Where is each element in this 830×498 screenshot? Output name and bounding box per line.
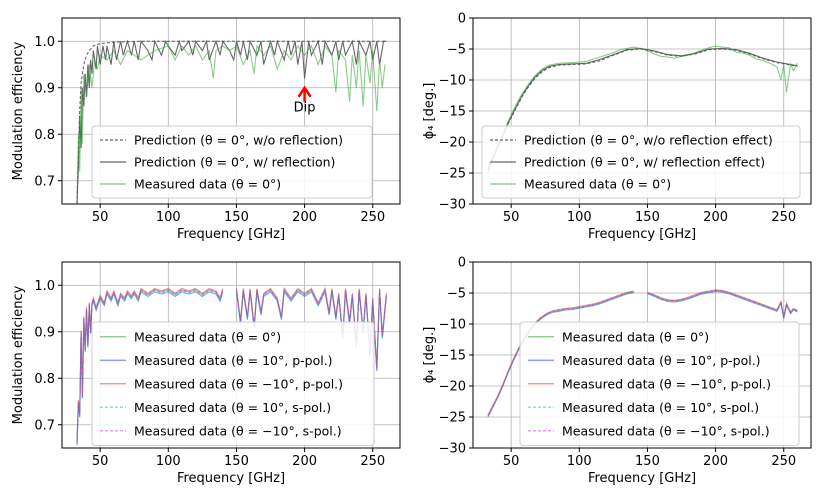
y-tick-label: −15 (439, 349, 466, 364)
legend-box (91, 321, 375, 446)
y-tick-label: 0 (458, 12, 466, 27)
x-tick-label: 250 (771, 210, 796, 225)
legend-entry: Measured data (θ = −10°, p-pol.) (134, 376, 343, 391)
y-tick-label: −25 (439, 167, 466, 182)
legend-box (481, 125, 801, 199)
legend-entry: Measured data (θ = 0°) (134, 177, 281, 192)
series-lines (487, 289, 798, 417)
legend-entry: Prediction (θ = 0°, w/ reflection effect… (524, 155, 765, 170)
x-tick-label: 250 (771, 454, 796, 469)
plot-frame (61, 261, 401, 449)
legend: Measured data (θ = 0°) Measured data (θ =… (91, 321, 375, 446)
y-tick-label: −5 (447, 287, 466, 302)
y-tick-label: 0.9 (34, 81, 55, 96)
y-tick-label: 0.9 (34, 325, 55, 340)
y-tick-label: −25 (439, 411, 466, 426)
x-tick-label: 50 (503, 210, 520, 225)
y-tick-label: 0 (458, 256, 466, 271)
series-line-4 (487, 290, 798, 417)
legend-entry: Prediction (θ = 0°, w/ reflection) (134, 155, 335, 170)
x-tick-label: 200 (703, 210, 728, 225)
series-lines (487, 45, 798, 173)
y-tick-label: −20 (439, 136, 466, 151)
y-axis-label: Modulation efficiency (11, 285, 26, 424)
y-axis-label: Modulation efficiency (11, 41, 26, 180)
y-tick-label: 0.8 (34, 128, 55, 143)
legend-entry: Measured data (θ = 0°) (524, 177, 671, 192)
x-tick-label: 250 (360, 454, 385, 469)
chart-panel-2: 50 100 150 200 250 −30 −25 −20 −15 −10 −5 0 Frequenc… (422, 12, 812, 242)
series-line-5 (487, 289, 798, 416)
x-tick-label: 100 (567, 210, 592, 225)
y-tick-label: 0.7 (34, 174, 55, 189)
plot-frame (61, 17, 401, 205)
x-axis-label: Frequency [GHz] (588, 471, 696, 486)
y-tick-label: −15 (439, 105, 466, 120)
legend-entry: Measured data (θ = 10°, s-pol.) (134, 400, 331, 415)
x-tick-label: 150 (224, 210, 249, 225)
x-tick-label: 200 (292, 210, 317, 225)
y-tick-label: −30 (439, 198, 466, 213)
x-tick-label: 150 (224, 454, 249, 469)
x-tick-label: 200 (703, 454, 728, 469)
legend-entry: Measured data (θ = −10°, p-pol.) (562, 376, 771, 391)
x-axis-label: Frequency [GHz] (177, 471, 285, 486)
y-tick-label: −30 (439, 442, 466, 457)
legend-entry: Prediction (θ = 0°, w/o reflection effec… (524, 133, 773, 148)
legend-entry: Measured data (θ = 10°, s-pol.) (562, 400, 759, 415)
legend-entry: Measured data (θ = 0°) (134, 329, 281, 344)
chart-panel-3: 50 100 150 200 250 0.7 0.8 0.9 1.0 Frequency [GHz… (11, 261, 401, 486)
legend-entry: Measured data (θ = 10°, p-pol.) (134, 353, 333, 368)
series-line-5 (76, 287, 387, 443)
x-axis-label: Frequency [GHz] (588, 227, 696, 242)
dip-arrow-head (297, 85, 312, 98)
x-tick-label: 100 (156, 454, 181, 469)
x-tick-label: 150 (635, 454, 660, 469)
y-tick-label: −10 (439, 318, 466, 333)
legend-entry: Prediction (θ = 0°, w/o reflection) (134, 133, 343, 148)
legend-entry: Measured data (θ = −10°, s-pol.) (562, 423, 770, 438)
series-line-3 (487, 45, 798, 173)
x-tick-label: 200 (292, 454, 317, 469)
legend: Measured data (θ = 0°) Measured data (θ =… (519, 321, 800, 446)
x-tick-label: 50 (92, 210, 109, 225)
y-tick-label: −20 (439, 380, 466, 395)
x-tick-label: 50 (92, 454, 109, 469)
y-tick-label: 1.0 (34, 279, 55, 294)
dip-label: Dip (294, 101, 316, 116)
x-tick-label: 50 (503, 454, 520, 469)
series-line-1 (487, 48, 798, 171)
series-lines (76, 39, 387, 204)
series-line-2 (487, 47, 798, 169)
x-tick-label: 100 (567, 454, 592, 469)
series-line-2 (76, 39, 387, 204)
x-tick-label: 250 (360, 210, 385, 225)
legend: Prediction (θ = 0°, w/o reflection) Predi… (91, 125, 373, 199)
y-tick-label: 0.7 (34, 418, 55, 433)
legend-entry: Measured data (θ = −10°, s-pol.) (134, 423, 342, 438)
legend-entry: Measured data (θ = 0°) (562, 329, 709, 344)
y-tick-label: 0.8 (34, 372, 55, 387)
y-axis-label: ϕ₄ [deg.] (422, 83, 437, 140)
legend-box (519, 321, 800, 446)
y-tick-label: −5 (447, 43, 466, 58)
legend-box (91, 125, 373, 199)
y-tick-label: −10 (439, 74, 466, 89)
series-lines (76, 286, 387, 446)
legend-entry: Measured data (θ = 10°, p-pol.) (562, 353, 761, 368)
chart-panel-1: 50 100 150 200 250 0.7 0.8 0.9 1.0 Frequency [GHz… (11, 17, 401, 242)
y-tick-label: 1.0 (34, 35, 55, 50)
dip-annotation: Dip (294, 85, 316, 116)
y-axis-label: ϕ₄ [deg.] (422, 327, 437, 384)
x-axis-label: Frequency [GHz] (177, 227, 285, 242)
series-line-3 (76, 44, 386, 200)
legend: Prediction (θ = 0°, w/o reflection effec… (481, 125, 801, 199)
x-tick-label: 150 (635, 210, 660, 225)
series-line-1 (76, 40, 387, 204)
x-tick-label: 100 (156, 210, 181, 225)
chart-panel-4: 50 100 150 200 250 −30 −25 −20 −15 −10 −5 0 Frequenc… (422, 256, 812, 486)
